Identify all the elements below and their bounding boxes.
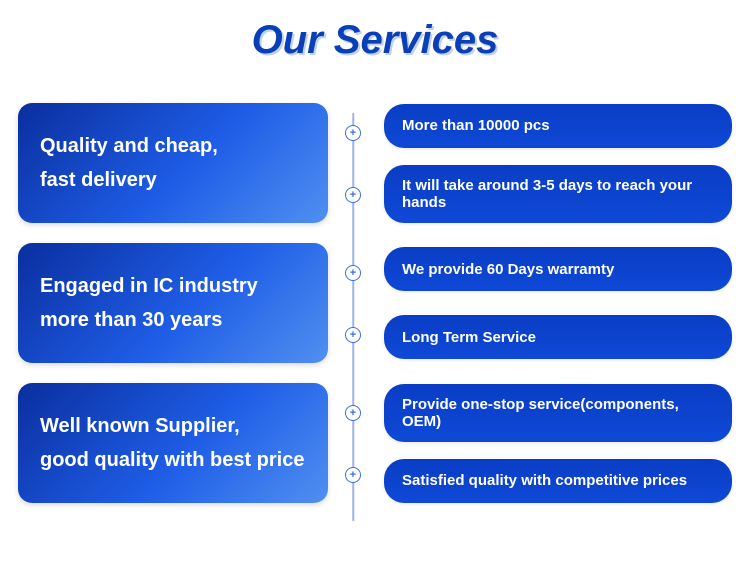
feature-box-3: Well known Supplier, good quality with b… [18,383,328,503]
feature-box-2: Engaged in IC industry more than 30 year… [18,243,328,363]
timeline: + + + + + + [328,103,378,503]
plus-icon: + [345,125,361,141]
detail-group-1: More than 10000 pcs It will take around … [384,103,732,223]
plus-icon: + [345,187,361,203]
detail-box: It will take around 3-5 days to reach yo… [384,165,732,223]
feature-1-line-1: Quality and cheap, [40,129,306,163]
plus-icon: + [345,265,361,281]
plus-icon: + [345,327,361,343]
feature-1-line-2: fast delivery [40,163,306,197]
detail-group-2: We provide 60 Days warramty Long Term Se… [384,243,732,363]
detail-group-3: Provide one-stop service(components, OEM… [384,383,732,503]
detail-box: Provide one-stop service(components, OEM… [384,384,732,442]
detail-box: Satisfied quality with competitive price… [384,459,732,503]
page-title: Our Services [0,18,750,63]
feature-3-line-2: good quality with best price [40,443,306,477]
detail-box: More than 10000 pcs [384,104,732,148]
feature-2-line-2: more than 30 years [40,303,306,337]
feature-box-1: Quality and cheap, fast delivery [18,103,328,223]
detail-box: Long Term Service [384,315,732,359]
features-column: Quality and cheap, fast delivery Engaged… [18,103,328,503]
detail-box: We provide 60 Days warramty [384,247,732,291]
feature-2-line-1: Engaged in IC industry [40,269,306,303]
details-column: More than 10000 pcs It will take around … [384,103,732,503]
plus-icon: + [345,467,361,483]
feature-3-line-1: Well known Supplier, [40,409,306,443]
timeline-line [352,113,354,521]
services-content: Quality and cheap, fast delivery Engaged… [0,103,750,503]
plus-icon: + [345,405,361,421]
